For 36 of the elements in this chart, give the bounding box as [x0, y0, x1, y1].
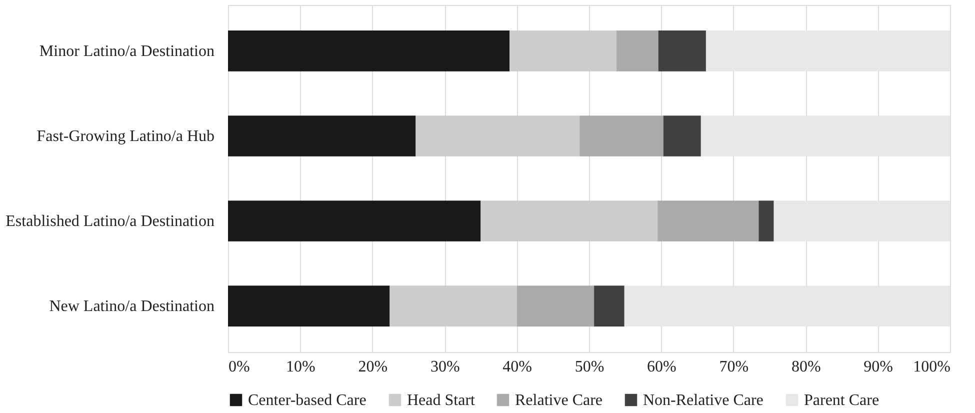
x-tick-label: 0%: [228, 358, 250, 376]
bar: [416, 116, 580, 156]
bar: [390, 286, 517, 326]
x-tick-label: 20%: [358, 358, 388, 376]
legend-label: Non-Relative Care: [643, 392, 764, 409]
x-tick-label: 30%: [430, 358, 460, 376]
bar: [228, 200, 481, 242]
y-tick-label: Fast-Growing Latino/a Hub: [36, 128, 214, 145]
x-tick-label: 90%: [864, 358, 893, 376]
bar: [580, 116, 664, 156]
bar: [480, 200, 658, 242]
y-tick-label: New Latino/a Destination: [49, 298, 214, 316]
legend-label: Head Start: [407, 392, 476, 409]
bar: [594, 286, 624, 326]
legend-label: Parent Care: [804, 392, 880, 409]
bar: [516, 286, 594, 326]
bar: [758, 200, 774, 242]
y-tick-label: Established Latino/a Destination: [6, 213, 214, 230]
bar: [228, 116, 416, 156]
bar: [228, 286, 390, 326]
x-tick-label: 40%: [502, 358, 532, 376]
x-tick-label: 70%: [719, 358, 749, 376]
x-tick-label: 50%: [574, 358, 604, 376]
x-tick-label: 80%: [791, 358, 821, 376]
bar: [510, 30, 616, 72]
legend-label: Center-based Care: [248, 392, 366, 409]
x-tick-label: 100%: [913, 358, 950, 376]
legend-label: Relative Care: [515, 392, 603, 409]
bar: [616, 30, 658, 72]
bar: [658, 200, 759, 242]
bar: [228, 30, 510, 72]
bar: [658, 30, 706, 72]
bar: [663, 116, 701, 156]
y-tick-label: Minor Latino/a Destination: [39, 42, 214, 60]
x-tick-label: 60%: [647, 358, 676, 376]
x-tick-label: 10%: [286, 358, 316, 376]
